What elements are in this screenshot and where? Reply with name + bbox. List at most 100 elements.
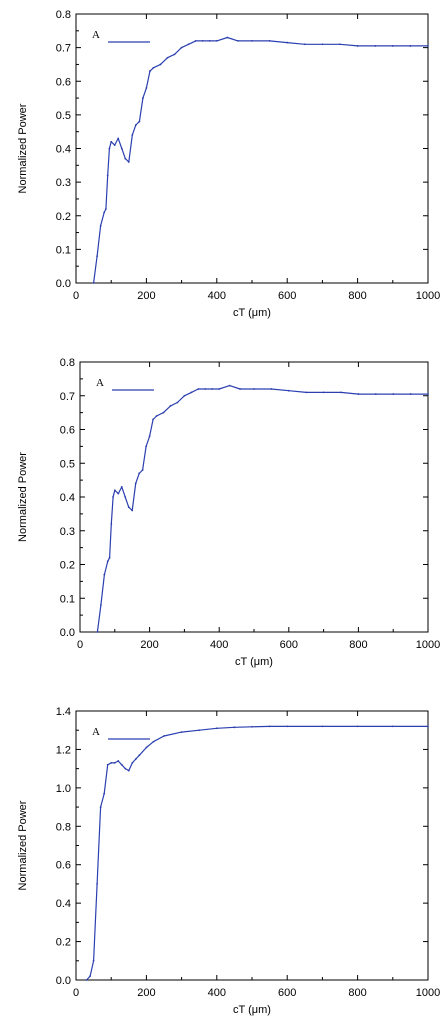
data-point — [113, 489, 116, 492]
y-tick-label: 0.0 — [56, 975, 71, 987]
x-axis-title: cT (μm) — [235, 656, 273, 668]
data-point — [180, 46, 183, 49]
data-point — [374, 45, 377, 47]
plot-frame — [75, 710, 429, 981]
data-point — [110, 523, 113, 525]
data-point — [152, 740, 155, 743]
y-tick-label: 0.8 — [60, 357, 75, 369]
x-tick-label: 1000 — [416, 639, 440, 651]
data-point — [124, 767, 127, 770]
data-point — [374, 393, 377, 395]
data-point — [149, 70, 151, 73]
y-tick-label: 0.7 — [60, 391, 75, 403]
data-point — [287, 389, 290, 392]
y-tick-label: 0.0 — [56, 278, 71, 290]
legend-label: A — [92, 726, 100, 738]
data-point — [99, 224, 102, 227]
data-point — [120, 147, 123, 150]
data-point — [152, 66, 155, 69]
data-point — [92, 959, 95, 962]
y-tick-label: 0.0 — [60, 627, 75, 639]
series-line — [96, 385, 428, 633]
data-point — [117, 492, 120, 495]
y-tick-label: 0.4 — [56, 898, 71, 910]
x-tick-label: 400 — [208, 290, 226, 302]
y-tick-label: 1.2 — [56, 744, 71, 756]
data-point — [113, 761, 116, 764]
data-point — [96, 631, 99, 633]
data-point — [99, 604, 102, 606]
data-point — [145, 746, 148, 749]
y-tick-label: 0.7 — [56, 43, 71, 55]
y-tick-label: 0.8 — [56, 821, 71, 833]
data-point — [215, 40, 218, 42]
chart-3: 0.0 0.2 0.4 0.6 0.8 1.0 1.2 1.4 0 200 400 600 800 100… — [17, 706, 440, 1016]
plot-frame — [79, 361, 429, 633]
data-point — [134, 482, 137, 485]
y-tick-label: 0.1 — [56, 244, 71, 256]
data-point — [96, 255, 99, 257]
data-point — [253, 388, 255, 390]
series-line — [86, 725, 428, 981]
data-point — [138, 472, 141, 475]
data-point — [141, 469, 144, 471]
data-point — [134, 758, 137, 760]
data-point — [391, 725, 394, 728]
data-point — [85, 979, 88, 981]
chart-2: 0.0 0.1 0.2 0.3 0.4 0.5 0.6 0.7 0.8 0 200 400 600 800… — [17, 357, 440, 668]
data-point — [356, 725, 359, 728]
data-point — [148, 435, 151, 438]
y-tick-label: 0.6 — [56, 860, 71, 872]
data-point — [103, 573, 106, 576]
data-point — [251, 40, 253, 42]
data-point — [169, 404, 172, 407]
x-tick-label: 600 — [280, 639, 298, 651]
series-line — [93, 36, 428, 284]
data-point — [286, 725, 289, 728]
data-point — [268, 40, 271, 42]
data-point — [226, 36, 229, 39]
y-tick-label: 0.2 — [56, 937, 71, 949]
data-point — [138, 120, 141, 123]
data-point — [204, 388, 207, 390]
data-point — [127, 769, 130, 772]
data-point — [117, 760, 120, 762]
x-tick-label: 1000 — [416, 290, 440, 302]
data-point — [427, 45, 429, 47]
data-point — [131, 761, 134, 764]
x-tick-label: 600 — [278, 290, 296, 302]
data-point — [233, 726, 236, 729]
data-point — [112, 496, 114, 498]
y-tick-label: 0.4 — [60, 492, 75, 504]
data-point — [303, 43, 306, 46]
y-tick-label: 0.8 — [56, 9, 71, 21]
data-point — [218, 388, 221, 390]
y-tick-label: 0.1 — [60, 593, 75, 605]
data-point — [190, 391, 193, 394]
data-point — [268, 725, 271, 728]
data-point — [113, 144, 116, 147]
data-point — [392, 393, 395, 395]
data-point — [391, 45, 394, 47]
data-point — [356, 45, 359, 47]
y-tick-label: 0.5 — [56, 110, 71, 122]
y-tick-label: 1.4 — [56, 706, 71, 718]
data-point — [286, 41, 289, 44]
data-point — [99, 806, 102, 808]
data-point — [127, 161, 130, 163]
x-tick-label: 400 — [210, 639, 228, 651]
legend-label: A — [92, 29, 100, 41]
data-point — [176, 401, 179, 404]
y-tick-label: 1.0 — [56, 783, 71, 795]
x-tick-label: 600 — [278, 987, 296, 999]
x-tick-label: 200 — [137, 987, 155, 999]
data-point — [108, 147, 111, 150]
data-point — [173, 53, 176, 56]
data-point — [228, 384, 231, 387]
data-point — [120, 485, 123, 488]
x-tick-label: 800 — [349, 639, 367, 651]
data-point — [117, 137, 120, 140]
data-point — [141, 97, 144, 99]
data-point — [155, 415, 158, 417]
plot-frame — [75, 13, 429, 284]
